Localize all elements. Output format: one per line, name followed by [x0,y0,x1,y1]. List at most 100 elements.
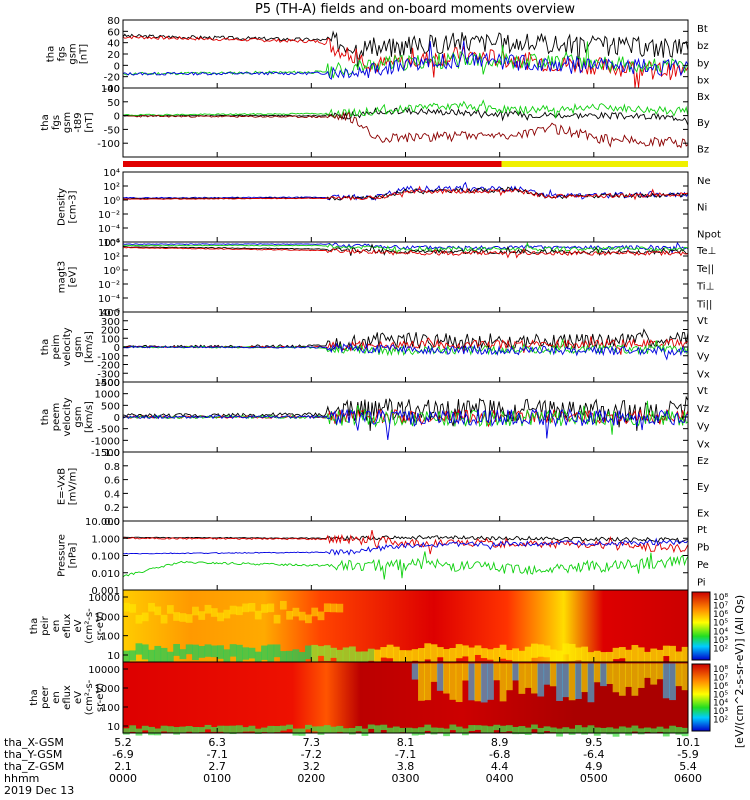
x-tick-label: 9.5 [585,736,603,749]
series-Pe [122,551,689,580]
y-tick-label: 0.0 [104,517,120,528]
y-tick-label: 0.100 [91,552,120,563]
x-tick-label: 5.4 [679,760,697,773]
colorbar-tick: 10⁸ [713,665,728,675]
colorbar-tick: 10³ [713,707,728,717]
y-tick-label: 10⁻² [98,280,120,291]
series-Vy [122,400,689,435]
legend-entry: By [697,118,710,129]
x-tick-label: 5.2 [114,736,132,749]
legend-entry: Vx [697,369,710,380]
panel-5: thapeimvelocitygsm[km/s] 4003002001000-10… [40,308,710,389]
y-tick-label: -100 [97,352,120,363]
y-tick-label: 1500 [95,378,120,389]
series-Ti⊥ [122,241,689,255]
colorbar-tick: 10⁴ [713,627,728,637]
y-tick-label: 10 [107,651,120,662]
x-tick-label: 4.9 [585,760,603,773]
legend-entry: Vx [697,439,710,450]
series-bx [122,40,689,80]
series-Pt [123,535,689,543]
x-tick-label: 8.9 [491,736,509,749]
x-tick-label: 10.1 [676,736,701,749]
y-tick-label: 10.000 [85,517,120,528]
legend-entry: Vt [697,316,708,327]
series-Pb [122,530,689,555]
x-tick-label: -6.9 [112,748,133,761]
y-tick-label: 60 [107,27,120,38]
x-tick-label: 2.7 [208,760,226,773]
y-tick-label: 500 [101,401,120,412]
series-Vt [122,395,689,431]
y-tick-label: 0 [114,413,120,424]
series-Vt [122,328,689,351]
x-tick-label: 3.8 [397,760,415,773]
x-axis-row-label: 2019 Dec 13 [4,784,74,797]
colorbar [691,591,711,661]
y-tick-label: 0 [114,343,120,354]
legend-entry: bz [697,41,709,52]
colorbar-tick: 10³ [713,636,728,646]
legend-entry: Pi [697,577,706,588]
y-tick-label: 0 [114,112,120,123]
y-tick-label: 200 [101,326,120,337]
panel-10: thapeerenefluxeV(cm²-s-sr-eV) 10000 1000 10… [29,661,728,737]
legend-entry: Pe [697,560,709,571]
colorbar-tick: 10⁶ [713,682,728,692]
x-tick-label: -6.4 [583,748,604,761]
y-tick-label: 10⁻⁶ [98,238,120,249]
x-tick-label: -7.1 [206,748,227,761]
colorbar-tick: 10⁷ [713,673,728,683]
y-axis-label: thafgsgsm-t89[nT] [40,112,95,133]
y-tick-label: 0.6 [104,476,120,487]
x-tick-label: 8.1 [397,736,415,749]
y-tick-label: -1500 [91,448,120,459]
y-tick-label: 10000 [88,665,120,676]
x-tick-label: 4.4 [491,760,509,773]
y-tick-label: 400 [101,308,120,319]
y-tick-label: -500 [97,425,120,436]
legend-entry: Npot [697,229,721,240]
legend-entry: Te|| [696,264,714,275]
y-axis-label: thafgsgsm[nT] [46,43,90,64]
y-tick-label: 10⁴ [103,168,120,179]
colorbar [691,663,711,732]
legend-entry: by [697,58,709,69]
panel-9: thapeirenefluxeV(cm²-s-sr-eV) 10000 1000 10… [29,589,746,748]
y-tick-label: -100 [97,139,120,150]
y-tick-label: 80 [107,16,120,27]
legend-entry: Ex [697,508,709,519]
y-tick-label: 0 [114,61,120,72]
legend-entry: Vz [697,334,709,345]
y-tick-label: 10000 [88,593,120,604]
y-tick-label: 10² [103,182,120,193]
status-bar-segment [123,161,502,167]
x-tick-label: 0000 [109,772,137,785]
y-tick-label: 1000 [95,612,120,623]
colorbar-label: [eV/(cm^2-s-sr-eV)] (All Qs) [733,595,746,748]
x-tick-label: 0100 [203,772,231,785]
colorbar-tick: 10⁷ [713,602,728,612]
legend-entry: bx [697,76,709,87]
series-Pi [122,537,689,556]
x-axis-row-label: tha_X-GSM [4,736,64,749]
y-tick-label: -40 [104,84,120,95]
y-tick-label: 10⁻² [98,210,120,221]
y-tick-label: 10 [107,722,120,733]
y-tick-label: 300 [101,317,120,328]
x-tick-label: 7.3 [303,736,321,749]
x-tick-label: 0200 [297,772,325,785]
series-by [122,41,689,79]
series-Te⊥ [122,246,689,259]
x-tick-label: 0600 [674,772,702,785]
y-axis-label: thapeerenefluxeV(cm²-s-sr-eV) [29,679,106,715]
legend-entry: Vz [697,404,709,415]
y-axis-label: thapeemvelocitygsm[km/s] [40,397,95,436]
series-Bz [122,111,689,149]
series-By [122,99,689,119]
panel-6: thapeemvelocitygsm[km/s]150010005000-500… [40,378,710,459]
colorbar-tick: 10⁵ [713,690,728,700]
y-tick-label: -20 [104,73,120,84]
legend-entry: Pb [697,542,709,553]
